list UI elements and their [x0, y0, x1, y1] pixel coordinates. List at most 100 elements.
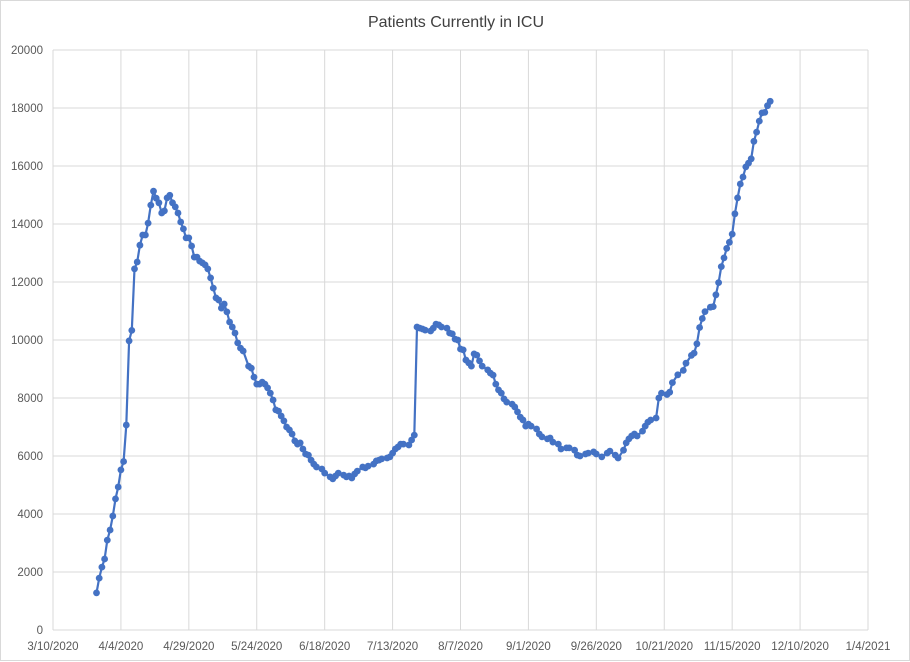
data-point — [527, 422, 535, 430]
data-point — [565, 444, 573, 452]
data-point — [223, 308, 231, 316]
data-point — [658, 389, 665, 397]
data-point — [731, 210, 739, 218]
data-point — [117, 466, 125, 474]
data-point — [647, 416, 655, 424]
data-point — [497, 389, 505, 397]
data-point — [448, 330, 456, 338]
data-point — [478, 362, 486, 370]
x-tick-label: 3/10/2020 — [27, 641, 78, 653]
data-point — [712, 291, 720, 299]
data-point — [147, 201, 155, 209]
data-point — [220, 300, 228, 308]
data-point — [101, 555, 108, 563]
data-point — [313, 463, 320, 471]
data-point — [701, 308, 709, 315]
data-point — [715, 279, 722, 286]
x-tick-label: 12/10/2020 — [771, 641, 829, 653]
data-point — [334, 469, 342, 477]
data-point — [519, 416, 527, 424]
data-point — [269, 396, 277, 404]
data-point — [557, 445, 565, 453]
y-axis-ticks: 0 2000 4000 6000 8000 10000 12000 14000 16000 180… — [11, 45, 43, 637]
data-point — [177, 218, 185, 226]
data-point — [549, 438, 557, 446]
x-tick-label: 1/4/2021 — [846, 641, 891, 653]
data-point — [266, 389, 274, 397]
data-point — [750, 137, 758, 145]
data-point — [171, 203, 179, 211]
data-point — [133, 258, 141, 266]
data-point — [364, 462, 372, 470]
data-point — [166, 191, 174, 199]
x-tick-label: 9/1/2020 — [506, 641, 551, 653]
data-point — [726, 238, 733, 246]
data-point — [753, 128, 760, 136]
data-point — [155, 199, 163, 207]
data-point — [209, 284, 217, 292]
data-point — [103, 536, 111, 544]
data-point — [131, 265, 138, 273]
data-point — [739, 173, 747, 181]
data-point — [682, 359, 690, 367]
y-tick-label: 18000 — [11, 103, 43, 115]
data-point — [231, 329, 239, 337]
data-point — [405, 441, 413, 449]
data-point — [250, 373, 258, 381]
data-point — [122, 421, 130, 429]
data-point — [690, 349, 698, 357]
data-point — [438, 323, 445, 331]
x-tick-label: 6/18/2020 — [299, 641, 350, 653]
data-point — [669, 379, 676, 386]
data-point — [720, 254, 728, 262]
data-point — [321, 469, 329, 477]
y-tick-label: 2000 — [17, 567, 43, 579]
data-point — [264, 384, 271, 392]
y-tick-label: 10000 — [11, 335, 43, 347]
data-point — [112, 495, 119, 503]
y-tick-label: 0 — [37, 625, 43, 637]
data-point — [296, 439, 304, 447]
data-point — [489, 371, 497, 379]
data-point — [421, 326, 429, 334]
series-markers — [93, 97, 774, 597]
data-point — [299, 445, 307, 453]
data-point — [576, 452, 584, 460]
data-point — [109, 512, 117, 520]
data-point — [459, 346, 467, 354]
data-point — [736, 180, 744, 188]
x-tick-label: 4/29/2020 — [163, 641, 214, 653]
data-point — [639, 427, 646, 435]
x-tick-label: 10/21/2020 — [635, 641, 693, 653]
data-point — [620, 446, 627, 454]
data-point — [150, 187, 157, 195]
x-tick-label: 7/13/2020 — [367, 641, 418, 653]
data-point — [98, 563, 106, 571]
data-point — [614, 454, 622, 462]
data-point — [755, 117, 763, 125]
data-point — [161, 207, 168, 215]
y-tick-label: 6000 — [17, 451, 43, 463]
data-point — [666, 388, 674, 396]
x-tick-label: 4/4/2020 — [99, 641, 144, 653]
data-point — [185, 234, 193, 242]
data-point — [120, 458, 127, 465]
data-point — [698, 315, 706, 322]
data-point — [128, 327, 136, 334]
data-point — [503, 398, 511, 406]
data-point — [473, 351, 481, 359]
data-point — [93, 589, 100, 597]
data-point — [378, 455, 386, 463]
data-point — [207, 274, 215, 282]
data-point — [142, 231, 149, 239]
data-point — [136, 241, 144, 249]
data-point — [228, 323, 236, 331]
data-point — [533, 425, 540, 433]
data-point — [353, 467, 361, 475]
data-point — [606, 447, 614, 455]
data-point — [696, 324, 703, 331]
data-point — [468, 362, 475, 370]
data-point — [592, 450, 600, 458]
data-point — [693, 340, 701, 348]
